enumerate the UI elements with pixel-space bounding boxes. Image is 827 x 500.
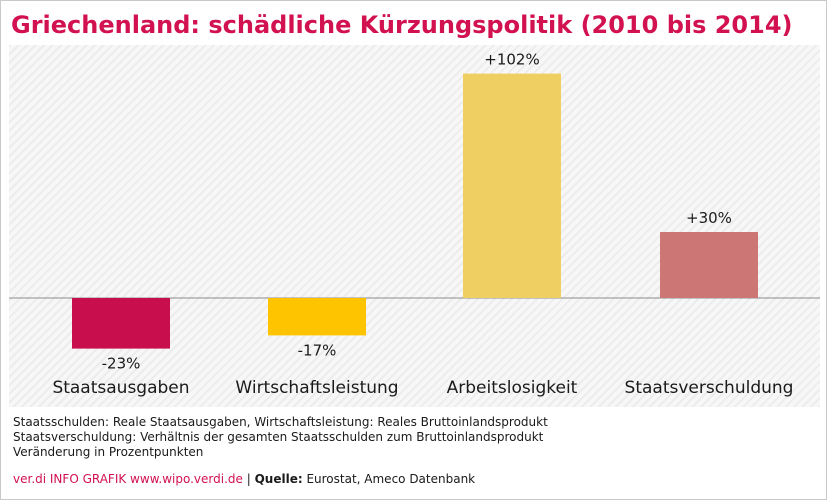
bar-arbeitslosigkeit (463, 73, 561, 298)
bar-wirtschaftsleistung (268, 298, 366, 336)
category-label: Arbeitslosigkeit (447, 378, 578, 398)
category-label: Wirtschaftsleistung (235, 378, 398, 398)
footer-source-label: Quelle: (254, 472, 303, 486)
value-label: -23% (102, 355, 141, 373)
bar-chart: -23% Staatsausgaben -17% Wirtschaftsleistun… (9, 51, 820, 398)
footer-brand: ver.di INFO GRAFIK www.wipo.verdi.de (13, 472, 243, 486)
footer-source: Eurostat, Ameco Datenbank (302, 472, 476, 486)
plot-area: -23% Staatsausgaben -17% Wirtschaftsleistun… (9, 45, 820, 407)
value-label: +102% (484, 51, 539, 69)
footer: ver.di INFO GRAFIK www.wipo.verdi.de | Q… (13, 472, 475, 486)
bar-staatsverschuldung (660, 232, 758, 298)
category-label: Staatsverschuldung (625, 378, 794, 398)
chart-title: Griechenland: schädliche Kürzungspolitik… (11, 11, 793, 39)
note-line: Staatsschulden: Reale Staatsausgaben, Wi… (13, 415, 548, 429)
chart-notes: Staatsschulden: Reale Staatsausgaben, Wi… (13, 415, 548, 460)
note-line: Veränderung in Prozentpunkten (13, 445, 204, 459)
category-label: Staatsausgaben (52, 378, 189, 398)
footer-separator: | (242, 472, 255, 486)
value-label: +30% (686, 209, 732, 227)
note-line: Staatsverschuldung: Verhältnis der gesam… (13, 430, 544, 444)
value-label: -17% (298, 341, 337, 359)
bar-staatsausgaben (72, 298, 170, 349)
